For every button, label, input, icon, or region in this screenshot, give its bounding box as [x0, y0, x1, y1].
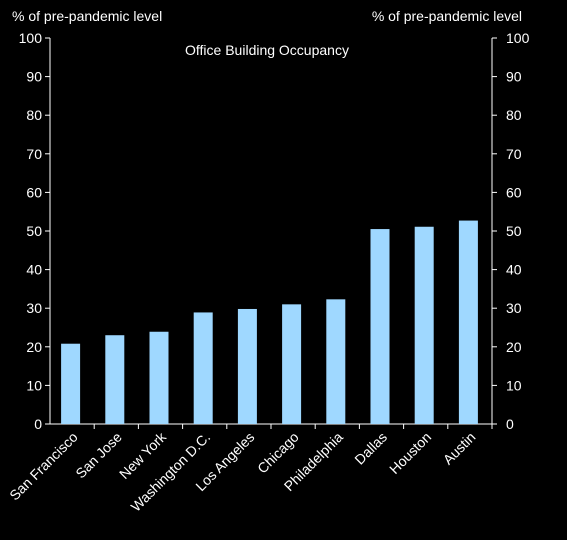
y-tick-label-left: 20 [26, 339, 42, 355]
bar [414, 226, 434, 424]
x-tick-label: Houston [386, 429, 434, 477]
y-tick-label-left: 50 [26, 223, 42, 239]
y-tick-label-left: 30 [26, 300, 42, 316]
bar [105, 335, 125, 424]
bar [458, 220, 478, 424]
x-tick-label: San Francisco [6, 429, 81, 504]
y-tick-label-right: 30 [506, 300, 522, 316]
x-tick-label: San Jose [72, 429, 125, 482]
y-axis-label-right: % of pre-pandemic level [372, 8, 522, 24]
y-tick-label-left: 80 [26, 107, 42, 123]
y-tick-label-right: 100 [506, 30, 530, 46]
y-tick-label-right: 40 [506, 262, 522, 278]
y-tick-label-right: 0 [506, 416, 514, 432]
y-tick-label-left: 10 [26, 377, 42, 393]
y-tick-label-left: 40 [26, 262, 42, 278]
y-tick-label-left: 0 [34, 416, 42, 432]
bars-group [61, 220, 478, 424]
y-tick-label-left: 70 [26, 146, 42, 162]
x-tick-label: Washington D.C. [128, 429, 214, 515]
y-tick-label-right: 20 [506, 339, 522, 355]
y-axis-label-left: % of pre-pandemic level [12, 8, 162, 24]
y-tick-label-right: 90 [506, 69, 522, 85]
chart-title: Office Building Occupancy [185, 42, 349, 58]
bar [237, 308, 257, 424]
bar [370, 229, 390, 424]
x-tick-label: Austin [440, 429, 479, 468]
bar [61, 343, 81, 424]
y-tick-label-right: 80 [506, 107, 522, 123]
axes-group: 0 0 10 10 20 20 30 30 40 40 50 50 60 60 70 70 80 80 90 90 10… [19, 30, 530, 432]
bar [149, 331, 169, 424]
y-tick-label-left: 100 [19, 30, 43, 46]
bar [326, 299, 346, 424]
y-tick-label-left: 60 [26, 184, 42, 200]
y-tick-label-right: 50 [506, 223, 522, 239]
x-tick-label: Dallas [351, 429, 390, 468]
y-tick-label-right: 60 [506, 184, 522, 200]
bar [282, 304, 302, 424]
bar [193, 312, 213, 424]
y-tick-label-right: 10 [506, 377, 522, 393]
y-tick-label-right: 70 [506, 146, 522, 162]
y-tick-label-left: 90 [26, 69, 42, 85]
